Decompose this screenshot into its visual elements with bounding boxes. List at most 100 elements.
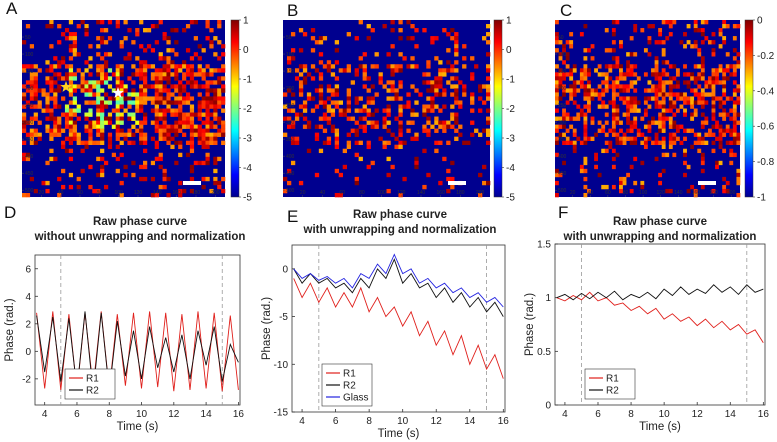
- image-pixel: [174, 160, 179, 166]
- image-pixel: [450, 116, 455, 121]
- image-pixel: [442, 92, 447, 97]
- image-pixel: [382, 84, 387, 89]
- image-pixel: [119, 112, 124, 117]
- image-pixel: [334, 76, 340, 81]
- image-pixel: [217, 132, 222, 137]
- image-pixel: [718, 96, 723, 101]
- image-pixel: [569, 116, 574, 121]
- image-pixel: [386, 64, 391, 69]
- image-pixel: [49, 136, 54, 141]
- image-pixel: [590, 92, 595, 97]
- image-pixel: [654, 40, 659, 45]
- y-tick-label: 50: [286, 35, 292, 41]
- image-pixel: [422, 184, 427, 190]
- image-pixel: [558, 56, 563, 61]
- image-pixel: [107, 136, 113, 141]
- image-pixel: [718, 64, 723, 69]
- image-pixel: [76, 132, 81, 137]
- image-pixel: [426, 80, 431, 85]
- image-pixel: [374, 92, 379, 97]
- image-pixel: [346, 68, 351, 73]
- image-pixel: [68, 156, 74, 162]
- image-pixel: [123, 84, 128, 89]
- image-pixel: [143, 176, 148, 182]
- image-pixel: [604, 28, 609, 33]
- image-pixel: [135, 32, 140, 37]
- image-pixel: [601, 72, 606, 77]
- image-pixel: [370, 100, 375, 105]
- image-pixel: [294, 136, 300, 141]
- image-pixel: [92, 140, 97, 146]
- image-pixel: [651, 68, 655, 73]
- image-pixel: [182, 132, 187, 137]
- image-pixel: [410, 56, 415, 61]
- image-pixel: [326, 136, 332, 141]
- image-pixel: [442, 128, 447, 133]
- image-pixel: [611, 108, 616, 113]
- image-pixel: [45, 160, 50, 166]
- image-pixel: [410, 64, 415, 69]
- image-pixel: [426, 128, 431, 133]
- image-pixel: [205, 24, 210, 29]
- image-pixel: [661, 96, 666, 101]
- image-pixel: [127, 56, 132, 61]
- image-pixel: [458, 104, 463, 109]
- image-pixel: [170, 136, 175, 141]
- image-pixel: [629, 188, 634, 194]
- image-pixel: [322, 128, 328, 133]
- image-pixel: [558, 76, 563, 81]
- image-pixel: [205, 96, 210, 101]
- image-pixel: [629, 136, 634, 141]
- image-pixel: [565, 88, 570, 93]
- image-pixel: [330, 100, 336, 105]
- image-pixel: [446, 176, 451, 182]
- image-pixel: [729, 148, 734, 154]
- image-pixel: [354, 180, 359, 186]
- image-pixel: [729, 96, 734, 101]
- image-pixel: [96, 100, 101, 105]
- x-tick-label: 200: [727, 190, 736, 196]
- image-pixel: [587, 48, 591, 53]
- image-pixel: [29, 76, 35, 81]
- image-pixel: [68, 136, 74, 141]
- image-pixel: [658, 32, 663, 37]
- image-pixel: [103, 52, 109, 57]
- image-pixel: [178, 68, 183, 73]
- image-pixel: [22, 112, 27, 117]
- image-pixel: [362, 64, 367, 69]
- image-pixel: [454, 68, 459, 73]
- image-pixel: [422, 128, 427, 133]
- image-pixel: [96, 64, 101, 69]
- image-pixel: [683, 136, 687, 141]
- image-pixel: [690, 144, 695, 150]
- image-pixel: [189, 116, 195, 121]
- image-pixel: [590, 120, 595, 125]
- image-pixel: [414, 164, 419, 170]
- image-pixel: [482, 164, 487, 170]
- image-pixel: [302, 100, 308, 105]
- image-pixel: [201, 128, 206, 133]
- image-pixel: [162, 76, 167, 81]
- image-pixel: [697, 96, 702, 101]
- image-pixel: [604, 84, 609, 89]
- image-pixel: [193, 52, 198, 57]
- image-pixel: [298, 84, 304, 89]
- image-pixel: [597, 72, 602, 77]
- image-pixel: [693, 24, 698, 29]
- image-pixel: [115, 84, 120, 89]
- image-pixel: [601, 104, 606, 109]
- image-pixel: [579, 140, 584, 146]
- image-pixel: [454, 128, 459, 133]
- image-pixel: [430, 36, 435, 41]
- image-pixel: [322, 104, 328, 109]
- image-pixel: [76, 52, 81, 57]
- panel-label: E: [287, 207, 298, 226]
- image-pixel: [572, 68, 577, 73]
- image-pixel: [700, 184, 705, 190]
- image-pixel: [330, 124, 336, 129]
- x-tick-label: 100: [639, 190, 648, 196]
- image-pixel: [115, 128, 120, 133]
- image-pixel: [178, 108, 183, 113]
- image-pixel: [29, 84, 35, 89]
- image-pixel: [700, 92, 705, 97]
